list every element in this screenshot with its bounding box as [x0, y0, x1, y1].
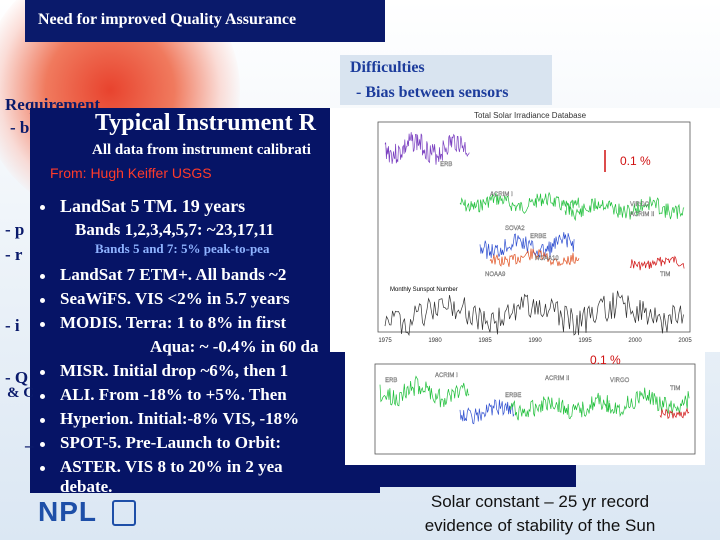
- series-label: TIM: [670, 386, 680, 392]
- difficulties-item: - Bias between sensors: [356, 84, 509, 101]
- difficulties-heading: Difficulties: [350, 59, 425, 76]
- panel-item: SPOT-5. Pre-Launch to Orbit:: [60, 433, 282, 452]
- caption-line: Solar constant – 25 yr record: [430, 492, 650, 511]
- chart-title: Total Solar Irradiance Database: [474, 111, 587, 120]
- panel-item: MISR. Initial drop ~6%, then 1: [60, 361, 289, 380]
- caption-line: evidence of stability of the Sun: [424, 516, 656, 535]
- panel-item: ALI. From -18% to +5%. Then: [60, 385, 287, 404]
- series-label: VIRGO: [610, 378, 630, 384]
- x-tick-label: 2000: [628, 338, 642, 344]
- instrument-panel: Typical Instrument R All data from instr…: [30, 108, 380, 493]
- bullet: [40, 418, 45, 423]
- bullet: [40, 394, 45, 399]
- x-tick-label: 1975: [378, 338, 392, 344]
- title-bar: [25, 0, 385, 42]
- panel-title: Typical Instrument R: [95, 110, 316, 136]
- panel-item: MODIS. Terra: 1 to 8% in first: [60, 313, 287, 332]
- trace: [459, 399, 515, 425]
- x-tick-label: 2005: [678, 338, 692, 344]
- requirement-fragment: - i: [5, 316, 20, 335]
- x-tick-label: 1995: [578, 338, 592, 344]
- trace: [659, 407, 690, 419]
- chart-background: [330, 108, 720, 352]
- trace: [564, 196, 685, 222]
- panel-item: Aqua: ~ -0.4% in 60 da: [150, 337, 319, 356]
- trace: [629, 255, 685, 271]
- bullet: [40, 442, 45, 447]
- series-label: ERB: [385, 378, 397, 384]
- plot-frame: [377, 121, 691, 333]
- panel-item: LandSat 5 TM. 19 years: [60, 196, 246, 216]
- panel-item: debate.: [60, 477, 113, 493]
- trace: [479, 232, 575, 259]
- series-label: ERBE: [530, 234, 546, 240]
- trace: [604, 387, 690, 418]
- plot-frame: [374, 363, 696, 455]
- x-tick-label: 1980: [428, 338, 442, 344]
- panel-item: LandSat 7 ETM+. All bands ~2: [60, 265, 287, 284]
- series-label: ERBE: [505, 393, 521, 399]
- bullet: [40, 274, 45, 279]
- series-label: VIRGO: [630, 202, 650, 208]
- scale-note: 0.1 %: [590, 353, 621, 367]
- panel-item: Bands 1,2,3,4,5,7: ~23,17,11: [75, 220, 275, 239]
- trace: [489, 248, 580, 267]
- tsi-chart: Total Solar Irradiance Database 0.1 % ERB A…: [330, 108, 720, 352]
- trace: [379, 375, 470, 408]
- series-label: SOVA2: [505, 226, 525, 232]
- panel-item: ASTER. VIS 8 to 20% in 2 yea: [60, 457, 283, 476]
- requirement-fragment: –: [25, 436, 34, 455]
- panel-source: From: Hugh Keiffer USGS: [50, 165, 212, 181]
- series-label: ACRIM II: [545, 376, 570, 382]
- bullet: [40, 205, 45, 210]
- scale-note: 0.1 %: [620, 154, 651, 168]
- logo: NPL: [38, 496, 97, 527]
- requirement-fragment: - Q: [5, 368, 29, 387]
- series-label: NOAA9: [485, 272, 506, 278]
- bullet: [40, 322, 45, 327]
- slide-title: Need for improved Quality Assurance: [38, 11, 297, 28]
- logo-icon: [112, 500, 136, 526]
- bullet: [40, 466, 45, 471]
- bullet: [40, 370, 45, 375]
- bullet: [40, 298, 45, 303]
- series-label: Monthly Sunspot Number: [390, 287, 458, 293]
- panel-item: Bands 5 and 7: 5% peak-to-pea: [95, 241, 270, 256]
- trace: [384, 290, 684, 337]
- trace: [509, 392, 610, 421]
- composite-chart: 0.1 % ERB ACRIM I ERBE ACRIM II VIRGO TIM: [345, 352, 705, 465]
- panel-item: Hyperion. Initial:-8% VIS, -18%: [60, 409, 300, 428]
- series-label: TIM: [660, 272, 670, 278]
- series-label: ERB: [440, 162, 452, 168]
- series-label: ACRIM I: [435, 373, 458, 379]
- series-label: ACRIM I: [490, 192, 513, 198]
- requirement-fragment: - b: [10, 118, 30, 137]
- series-label: NOAA10: [535, 256, 559, 262]
- series-label: ACRIM II: [630, 212, 655, 218]
- difficulties-box: [340, 55, 552, 105]
- trace: [384, 132, 470, 165]
- x-tick-label: 1990: [528, 338, 542, 344]
- caption-bar: [380, 465, 576, 487]
- requirement-fragment: & C: [7, 385, 35, 401]
- panel-intro: All data from instrument calibrati: [92, 142, 311, 158]
- requirement-fragment: - r: [5, 245, 23, 264]
- trace: [459, 191, 580, 214]
- x-tick-label: 1985: [478, 338, 492, 344]
- chart-background: [345, 352, 705, 465]
- panel-item: SeaWiFS. VIS <2% in 5.7 years: [60, 289, 290, 308]
- requirement-fragment: - p: [5, 220, 25, 239]
